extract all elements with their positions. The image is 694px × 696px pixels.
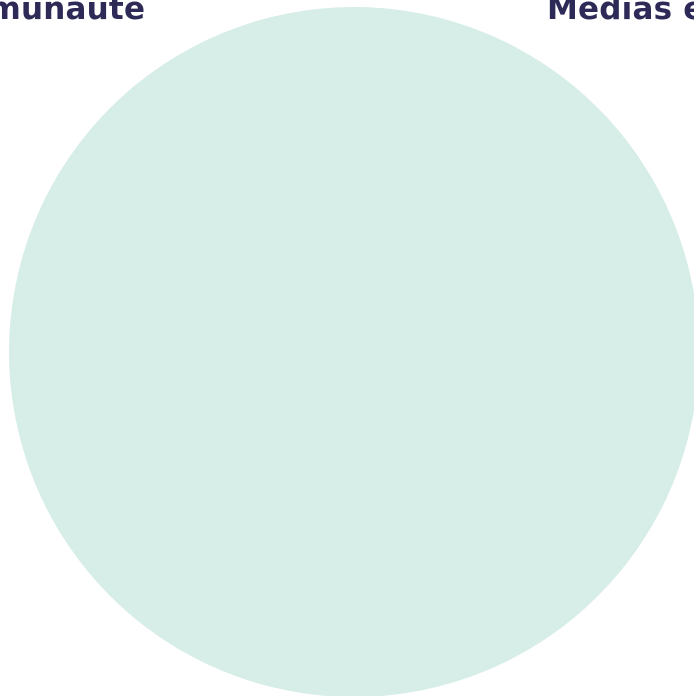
- decorative-circle: [9, 7, 694, 696]
- nav-link-medias[interactable]: Médias e: [547, 0, 694, 27]
- nav-link-communaute[interactable]: mmunauté: [0, 0, 146, 27]
